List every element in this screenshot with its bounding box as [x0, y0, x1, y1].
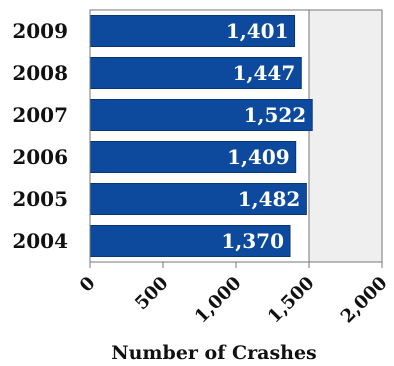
shaded-region	[309, 10, 382, 262]
x-tick-label: 2,000	[337, 273, 392, 328]
value-label: 1,401	[226, 19, 289, 43]
category-label: 2006	[12, 145, 68, 169]
x-tick-label: 0	[76, 273, 100, 297]
x-tick-label: 500	[131, 273, 172, 314]
x-tick-label: 1,500	[264, 273, 319, 328]
bar-2004	[89, 225, 291, 257]
category-label: 2004	[12, 229, 68, 253]
bars-group	[89, 15, 313, 257]
bar-2008	[89, 57, 302, 89]
value-label: 1,370	[221, 229, 284, 253]
bar-2006	[89, 141, 297, 173]
x-tick-labels: 0 500 1,000 1,500 2,000	[76, 262, 392, 327]
category-label: 2005	[12, 187, 68, 211]
category-label: 2008	[12, 61, 68, 85]
category-labels: 2009 2008 2007 2006 2005 2004	[12, 19, 68, 253]
x-tick-label: 1,000	[191, 273, 246, 328]
category-label: 2009	[12, 19, 68, 43]
category-label: 2007	[12, 103, 68, 127]
bar-2007	[89, 99, 313, 131]
value-labels: 1,401 1,447 1,522 1,409 1,482 1,370	[221, 19, 306, 253]
value-label: 1,522	[244, 103, 307, 127]
x-axis-label: Number of Crashes	[111, 342, 316, 364]
value-label: 1,447	[233, 61, 296, 85]
bar-2009	[89, 15, 296, 47]
value-label: 1,409	[227, 145, 290, 169]
value-label: 1,482	[238, 187, 301, 211]
